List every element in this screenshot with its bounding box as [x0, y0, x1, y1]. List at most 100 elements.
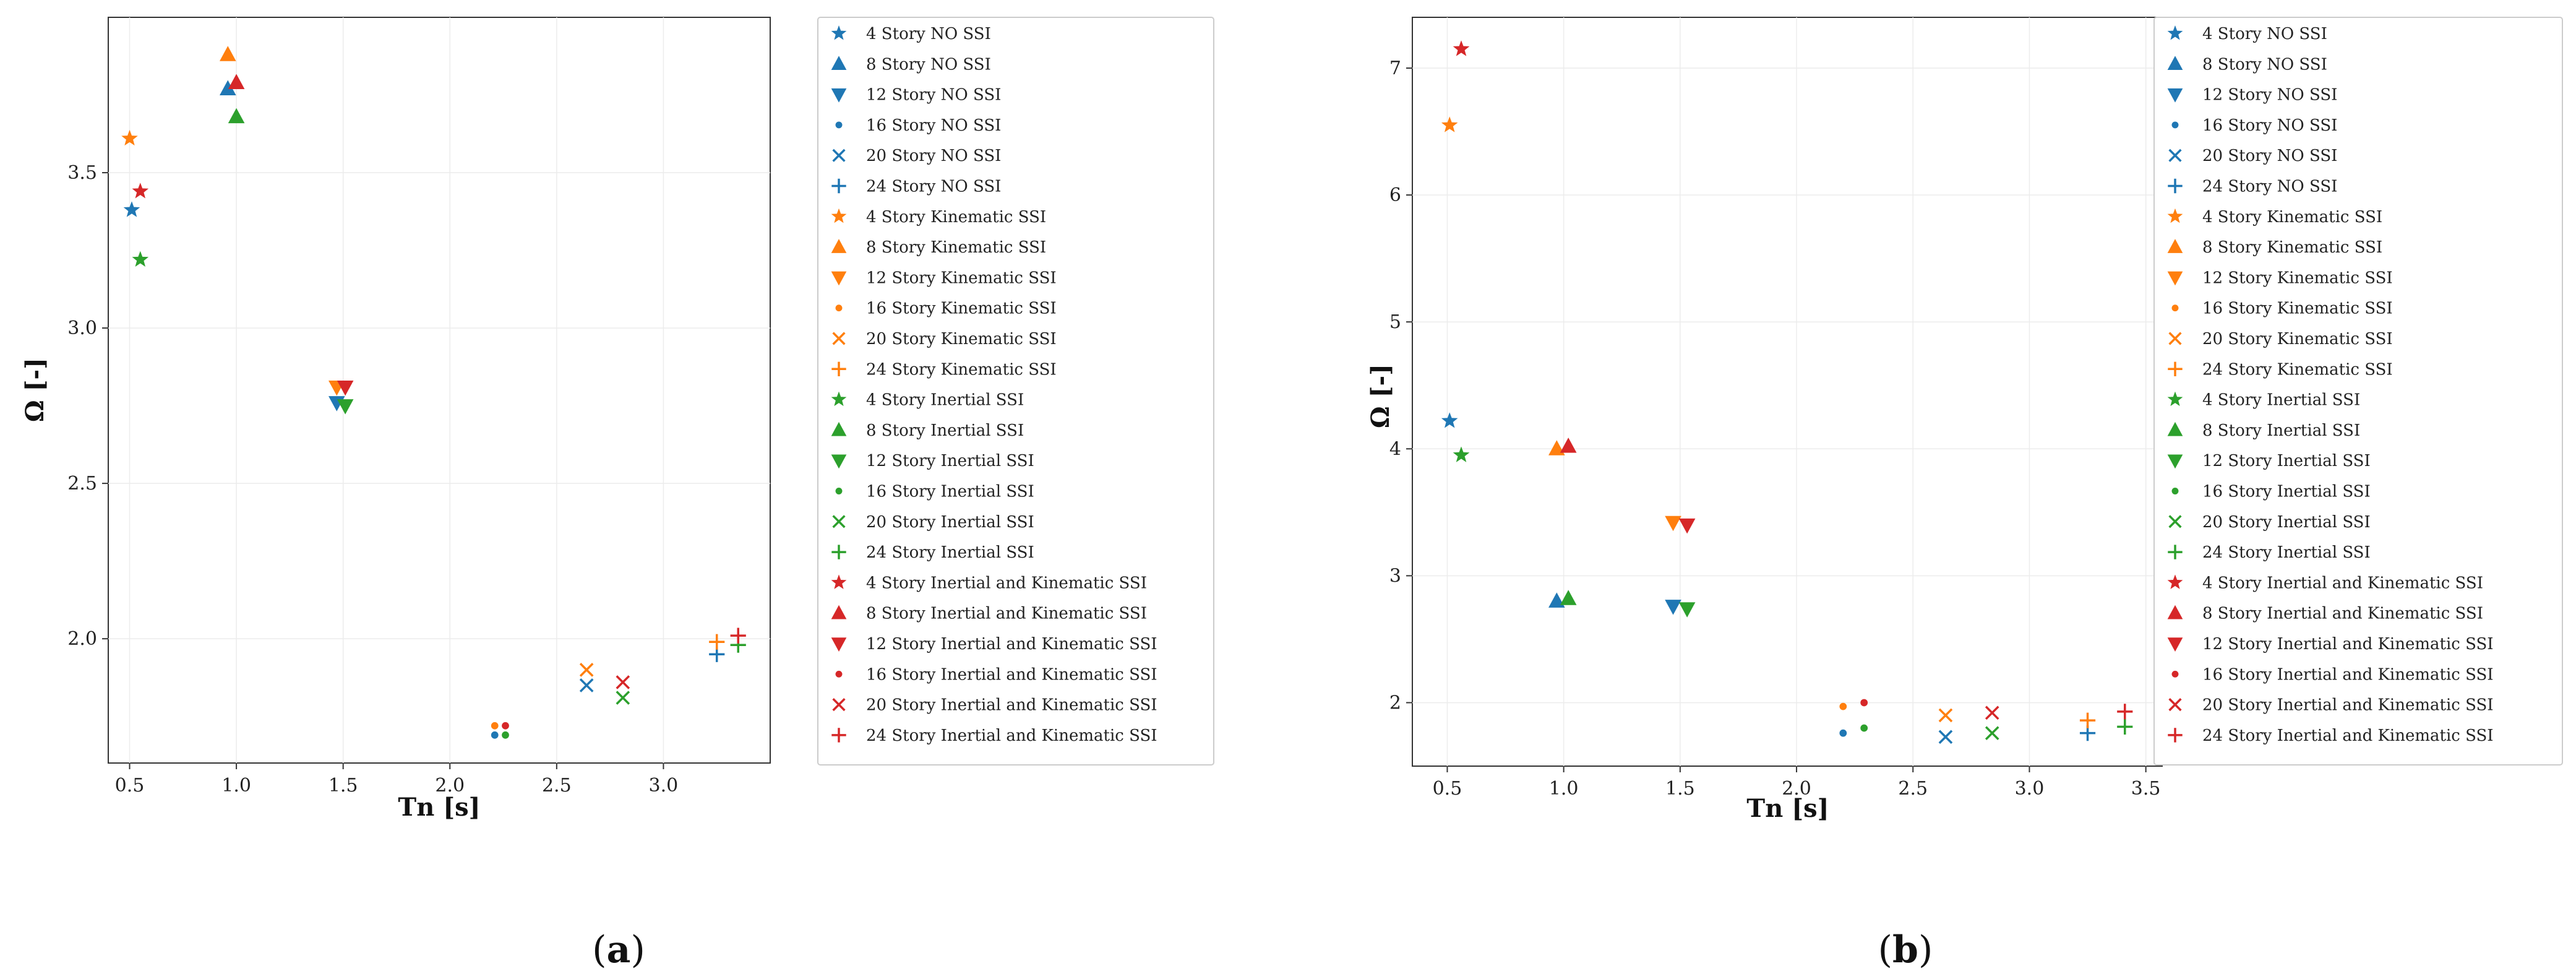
legend-label: 12 Story Kinematic SSI [866, 269, 1057, 287]
data-point [228, 74, 245, 89]
x-tick-label: 1.0 [1549, 778, 1579, 800]
x-axis-label: Tn [s] [398, 793, 480, 822]
legend-label: 8 Story NO SSI [2202, 55, 2327, 74]
y-tick-label: 2.0 [67, 628, 97, 650]
data-point [1860, 724, 1868, 732]
x-tick-label: 3.5 [2131, 778, 2161, 800]
legend-label: 20 Story Inertial SSI [2202, 513, 2371, 532]
legend-marker [832, 332, 846, 345]
data-point [1665, 515, 1681, 532]
data-marks [121, 46, 746, 739]
legend-marker [2168, 515, 2182, 528]
data-point [337, 380, 354, 396]
y-tick-label: 3.0 [67, 317, 97, 339]
legend-label: 16 Story Inertial SSI [866, 483, 1034, 501]
data-point [132, 251, 149, 267]
legend-marker [831, 208, 847, 223]
legend-label: 24 Story NO SSI [866, 178, 1001, 196]
legend-marker [831, 271, 847, 286]
legend-label: 24 Story Inertial and Kinematic SSI [866, 727, 1157, 745]
x-tick-label: 3.0 [649, 775, 679, 796]
data-point [579, 663, 594, 677]
legend-marker [2167, 605, 2183, 619]
legend-label: 12 Story NO SSI [2202, 86, 2337, 105]
legend-marker [831, 361, 846, 376]
legend-label: 4 Story Inertial SSI [2202, 391, 2360, 410]
legend-label: 24 Story Kinematic SSI [866, 360, 1057, 379]
data-point [1441, 116, 1458, 132]
legend-label: 20 Story NO SSI [866, 147, 1001, 165]
data-point [1678, 602, 1696, 618]
legend-box [2153, 17, 2563, 766]
x-tick-label: 3.0 [2015, 778, 2045, 800]
legend-marker [2168, 178, 2183, 194]
x-tick-label: 1.0 [221, 775, 251, 796]
data-point [121, 129, 138, 146]
legend-marker [2167, 637, 2183, 652]
legend-label: 4 Story Inertial and Kinematic SSI [866, 574, 1147, 592]
legend-marker [2168, 698, 2182, 712]
legend-marker [831, 545, 846, 559]
data-point [1453, 40, 1470, 56]
legend-marker [2168, 332, 2182, 345]
data-point [123, 201, 140, 217]
legend-marker [2171, 488, 2179, 494]
data-point [502, 731, 509, 739]
legend-marker [2167, 56, 2183, 71]
legend-marker [832, 149, 846, 162]
legend-marker [2167, 421, 2183, 436]
panel-letter-a: a [607, 928, 631, 972]
legend-label: 4 Story NO SSI [2202, 25, 2327, 43]
legend-marker [831, 637, 847, 652]
legend-label: 12 Story NO SSI [866, 86, 1001, 105]
legend-label: 8 Story Kinematic SSI [2202, 238, 2382, 257]
x-tick-label: 2.0 [1782, 778, 1811, 800]
data-point [1839, 729, 1847, 737]
legend-label: 12 Story Inertial SSI [2202, 452, 2371, 470]
data-point [2117, 704, 2133, 720]
legend-label: 8 Story Inertial and Kinematic SSI [866, 605, 1147, 623]
legend-label: 4 Story Kinematic SSI [2202, 208, 2382, 226]
plot-frame [1412, 17, 2163, 767]
legend-marker [831, 178, 846, 194]
grid-lines [108, 17, 770, 763]
x-tick-label: 1.5 [1665, 778, 1695, 800]
y-axis-label: Ω [-] [20, 358, 49, 422]
legend-label: 4 Story Kinematic SSI [866, 208, 1046, 226]
y-tick-label: 6 [1389, 184, 1401, 206]
legend-label: 20 Story Inertial and Kinematic SSI [866, 696, 1157, 715]
legend-label: 12 Story Inertial SSI [866, 452, 1034, 470]
legend-label: 8 Story NO SSI [866, 55, 991, 74]
legend-marker [2168, 545, 2183, 559]
panel-letter-b: b [1892, 928, 1918, 972]
legend-marker [835, 121, 843, 129]
data-point [1938, 730, 1953, 744]
legend-label: 16 Story Inertial and Kinematic SSI [2202, 665, 2494, 684]
legend: 4 Story NO SSI 8 Story NO SSI 12 Story NO … [2167, 25, 2494, 745]
legend-label: 24 Story NO SSI [2202, 178, 2337, 196]
legend-marker [2168, 728, 2183, 743]
panel-label-a: (a) [592, 928, 645, 972]
grid-lines [1412, 17, 2162, 766]
data-point [1938, 708, 1953, 723]
data-point [709, 634, 725, 650]
data-point [730, 628, 746, 644]
legend-marker [835, 488, 843, 494]
legend-marker [831, 454, 847, 469]
legend-label: 12 Story Kinematic SSI [2202, 269, 2393, 287]
legend-label: 24 Story Inertial SSI [2202, 543, 2371, 562]
data-point [579, 678, 594, 692]
legend-label: 20 Story Kinematic SSI [866, 330, 1057, 348]
y-tick-label: 4 [1389, 438, 1401, 460]
legend-label: 16 Story NO SSI [866, 116, 1001, 135]
legend-marker [2167, 454, 2183, 469]
data-point [1665, 600, 1681, 615]
data-point [491, 731, 499, 739]
legend-label: 8 Story Inertial and Kinematic SSI [2202, 605, 2483, 623]
data-point [132, 183, 149, 199]
legend-label: 20 Story Inertial and Kinematic SSI [2202, 696, 2494, 715]
legend-label: 16 Story Inertial and Kinematic SSI [866, 665, 1157, 684]
data-point [616, 675, 630, 689]
data-point [219, 46, 236, 61]
data-point [1678, 518, 1696, 534]
